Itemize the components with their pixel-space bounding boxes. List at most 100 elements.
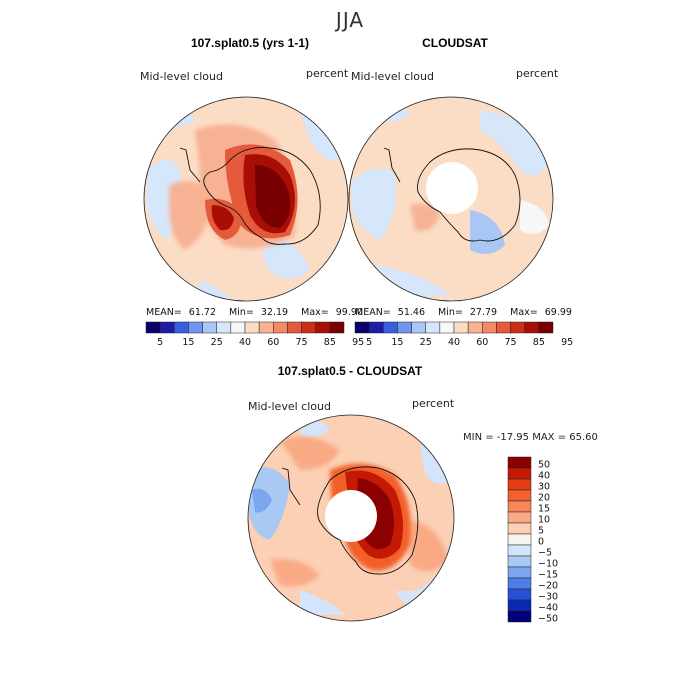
max-value: 99.90 bbox=[335, 307, 363, 318]
colorbar-swatch bbox=[507, 478, 532, 491]
map-panel-3 bbox=[248, 415, 454, 621]
mean-label: MEAN= bbox=[146, 307, 182, 318]
colorbar-tick-label: 85 bbox=[533, 337, 545, 348]
min-value: 32.19 bbox=[260, 307, 289, 318]
colorbar-tick-label: 5 bbox=[157, 337, 163, 348]
colorbar-swatch bbox=[510, 321, 525, 334]
season-title: JJA bbox=[335, 8, 365, 32]
colorbar-swatch bbox=[273, 321, 288, 334]
panel-2-title: CLOUDSAT bbox=[422, 36, 488, 50]
colorbar-tick-label: 40 bbox=[448, 337, 460, 348]
colorbar-tick-label: 5 bbox=[538, 526, 544, 537]
map-panel-2-border bbox=[348, 96, 554, 302]
colorbar-swatch bbox=[397, 321, 412, 334]
colorbar-swatch bbox=[538, 321, 554, 334]
colorbar-tick-label: 50 bbox=[538, 460, 550, 471]
map-panel-1 bbox=[144, 97, 348, 301]
colorbar-swatch bbox=[329, 321, 345, 334]
colorbar-tick-label: −30 bbox=[538, 592, 558, 603]
panel-3-variable-label: Mid-level cloud bbox=[248, 400, 331, 413]
colorbar-tick-label: −5 bbox=[538, 548, 552, 559]
colorbar-swatch bbox=[188, 321, 203, 334]
colorbar-tick-label: −15 bbox=[538, 570, 558, 581]
colorbar-swatch bbox=[368, 321, 384, 334]
colorbar-tick-label: 15 bbox=[182, 337, 194, 348]
colorbar-tick-label: 95 bbox=[352, 337, 364, 348]
colorbar-swatch bbox=[507, 566, 532, 579]
colorbar-tick-label: 10 bbox=[538, 515, 550, 526]
colorbar-swatch bbox=[496, 321, 511, 334]
colorbar-tick-label: 75 bbox=[296, 337, 308, 348]
colorbar-swatch bbox=[354, 321, 370, 334]
colorbar-swatch bbox=[507, 511, 532, 524]
map-panel-3-border bbox=[247, 414, 455, 622]
colorbar-swatch bbox=[507, 500, 532, 513]
panel-1-variable-label: Mid-level cloud bbox=[140, 70, 223, 83]
colorbar-swatch bbox=[507, 456, 532, 469]
colorbar-swatch bbox=[507, 522, 532, 535]
colorbar-tick-label: 15 bbox=[391, 337, 403, 348]
colorbar-swatch bbox=[425, 321, 441, 334]
colorbar-tick-label: 40 bbox=[538, 471, 550, 482]
max-value: 69.99 bbox=[544, 307, 572, 318]
panel-1-title: 107.splat0.5 (yrs 1-1) bbox=[190, 36, 310, 50]
map-panel-1-border bbox=[143, 96, 349, 302]
min-value: 27.79 bbox=[469, 307, 498, 318]
panel-2-units-label: percent bbox=[516, 67, 559, 80]
panel-1-stats: MEAN= 61.72 Min= 32.19 Max= 99.90 bbox=[146, 307, 363, 318]
colorbar-tick-label: −10 bbox=[538, 559, 558, 570]
panel-1-units-label: percent bbox=[306, 67, 349, 80]
colorbar-swatch bbox=[258, 321, 274, 334]
colorbar-swatch bbox=[524, 321, 540, 334]
colorbar-swatch bbox=[453, 321, 469, 334]
min-label: Min= bbox=[438, 307, 463, 318]
colorbar-swatch bbox=[411, 321, 426, 334]
colorbar-tick-label: −50 bbox=[538, 614, 558, 625]
colorbar-tick-label: 60 bbox=[476, 337, 488, 348]
panel-2-variable-label: Mid-level cloud bbox=[351, 70, 434, 83]
colorbar-tick-label: 40 bbox=[239, 337, 251, 348]
panel-3-minmax-label: MIN = -17.95 MAX = 65.60 bbox=[463, 432, 598, 443]
max-label: Max= bbox=[301, 307, 329, 318]
min-label: Min= bbox=[229, 307, 254, 318]
colorbar-swatch bbox=[202, 321, 217, 334]
colorbar-swatch bbox=[230, 321, 246, 334]
colorbar-swatch bbox=[439, 321, 455, 334]
colorbar-swatch bbox=[507, 588, 532, 601]
colorbar-swatch bbox=[507, 577, 532, 590]
colorbar-swatch bbox=[159, 321, 175, 334]
colorbar-tick-label: 75 bbox=[505, 337, 517, 348]
colorbar-tick-label: 85 bbox=[324, 337, 336, 348]
colorbar-tick-label: 95 bbox=[561, 337, 573, 348]
colorbar-tick-label: −20 bbox=[538, 581, 558, 592]
map-panel-2 bbox=[349, 97, 553, 301]
colorbar-swatch bbox=[507, 555, 532, 568]
colorbar-tick-label: 25 bbox=[420, 337, 432, 348]
colorbar-swatch bbox=[287, 321, 302, 334]
panel-3-units-label: percent bbox=[412, 397, 455, 410]
colorbar-swatch bbox=[244, 321, 260, 334]
mean-value: 61.72 bbox=[188, 307, 216, 318]
colorbar-swatch bbox=[145, 321, 161, 334]
colorbar-swatch bbox=[507, 467, 532, 480]
mean-label: MEAN= bbox=[355, 307, 391, 318]
colorbar-swatch bbox=[467, 321, 483, 334]
colorbar-swatch bbox=[507, 544, 532, 557]
panel-2-stats: MEAN= 51.46 Min= 27.79 Max= 69.99 bbox=[355, 307, 572, 318]
colorbar-swatch bbox=[315, 321, 331, 334]
colorbar-panel-2: 5 15 25 40 60 75 85 95 bbox=[354, 321, 573, 348]
colorbar-tick-label: −40 bbox=[538, 603, 558, 614]
colorbar-swatch bbox=[507, 489, 532, 502]
colorbar-tick-label: 0 bbox=[538, 537, 544, 548]
colorbar-tick-label: 60 bbox=[267, 337, 279, 348]
colorbar-swatch bbox=[507, 610, 532, 623]
colorbar-panel-1: 5 15 25 40 60 75 85 95 bbox=[145, 321, 364, 348]
max-label: Max= bbox=[510, 307, 538, 318]
mean-value: 51.46 bbox=[397, 307, 425, 318]
colorbar-swatch bbox=[507, 533, 532, 546]
panel-3-title: 107.splat0.5 - CLOUDSAT bbox=[277, 364, 423, 378]
colorbar-swatch bbox=[301, 321, 316, 334]
colorbar-swatch bbox=[507, 599, 532, 612]
